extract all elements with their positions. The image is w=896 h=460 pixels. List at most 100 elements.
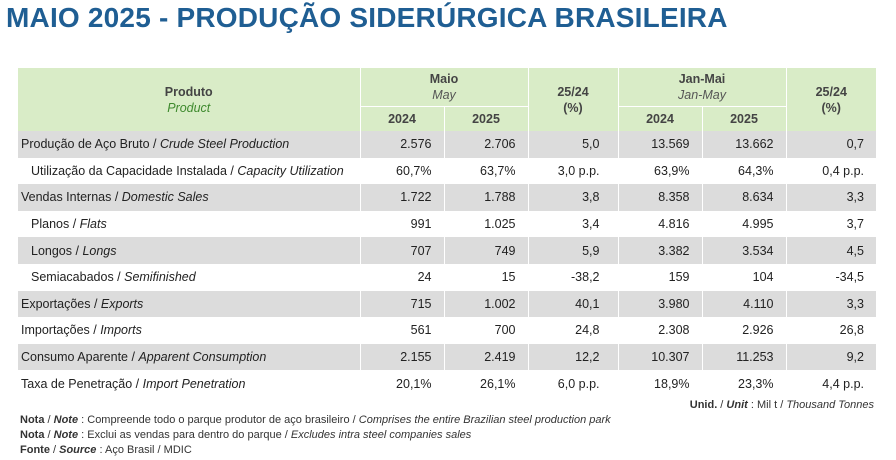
cell-ytd-2024: 159: [617, 263, 702, 291]
footnote-1: Nota / Note : Compreende todo o parque p…: [20, 414, 611, 426]
cell-may-2024: 707: [359, 237, 444, 264]
footnotes: Nota / Note : Compreende todo o parque p…: [20, 413, 611, 458]
cell-var-may: 3,4: [527, 210, 618, 238]
table-row: Semiacabados / Semifinished 24 15 -38,2 …: [18, 263, 876, 291]
cell-may-2025: 2.706: [443, 131, 528, 158]
cell-may-2024: 561: [359, 317, 444, 344]
cell-var-may: 24,8: [527, 317, 618, 344]
cell-may-2024: 2.576: [359, 131, 444, 158]
header-product-pt: Produto: [164, 84, 213, 99]
cell-may-2024: 991: [359, 210, 444, 238]
cell-ytd-2025: 104: [701, 263, 786, 291]
cell-var-may: 3,8: [527, 184, 618, 211]
cell-ytd-2024: 2.308: [617, 317, 702, 344]
cell-ytd-2024: 18,9%: [617, 370, 702, 397]
cell-ytd-2025: 23,3%: [701, 370, 786, 397]
cell-may-2025: 749: [443, 237, 528, 264]
footnote-source: Fonte / Source : Aço Brasil / MDIC: [20, 444, 192, 456]
header-var-may: 25/24 (%): [527, 68, 618, 131]
cell-var-ytd: 3,3: [785, 184, 876, 211]
cell-ytd-2025: 4.110: [701, 290, 786, 318]
header-product: Produto Product: [18, 68, 360, 131]
cell-ytd-2025: 2.926: [701, 317, 786, 344]
header-product-en: Product: [167, 100, 211, 115]
cell-ytd-2024: 4.816: [617, 210, 702, 238]
cell-ytd-2024: 63,9%: [617, 157, 702, 185]
cell-var-ytd: 4,4 p.p.: [785, 370, 876, 397]
row-label: Taxa de Penetração / Import Penetration: [21, 376, 246, 391]
cell-var-ytd: 0,7: [785, 131, 876, 158]
cell-var-may: 40,1: [527, 290, 618, 318]
cell-may-2025: 2.419: [443, 343, 528, 371]
row-label: Utilização da Capacidade Instalada / Cap…: [31, 163, 344, 178]
cell-may-2025: 700: [443, 317, 528, 344]
cell-ytd-2024: 3.980: [617, 290, 702, 318]
unit-note: Unid. / Unit : Mil t / Thousand Tonnes: [689, 399, 874, 411]
cell-ytd-2024: 13.569: [617, 131, 702, 158]
cell-may-2025: 1.788: [443, 184, 528, 211]
cell-may-2025: 63,7%: [443, 157, 528, 185]
row-label: Semiacabados / Semifinished: [31, 270, 196, 285]
row-label: Consumo Aparente / Apparent Consumption: [18, 343, 360, 371]
header-year-2025-ytd: 2025: [701, 106, 786, 131]
cell-may-2025: 26,1%: [443, 370, 528, 397]
cell-may-2024: 2.155: [359, 343, 444, 371]
cell-ytd-2025: 13.662: [701, 131, 786, 158]
row-label: Planos / Flats: [31, 217, 107, 232]
cell-ytd-2024: 10.307: [617, 343, 702, 371]
table-row: Produção de Aço Bruto / Crude Steel Prod…: [18, 131, 876, 158]
table-row: Taxa de Penetração / Import Penetration …: [18, 370, 876, 397]
table-row: Utilização da Capacidade Instalada / Cap…: [18, 157, 876, 185]
header-year-2024-ytd: 2024: [617, 106, 702, 131]
row-label: Importações / Imports: [21, 323, 142, 338]
footnote-2: Nota / Note : Exclui as vendas para dent…: [20, 429, 472, 441]
page-title: MAIO 2025 - PRODUÇÃO SIDERÚRGICA BRASILE…: [6, 2, 728, 33]
cell-ytd-2025: 64,3%: [701, 157, 786, 185]
header-var-may-unit: (%): [563, 100, 583, 115]
row-label: Longos / Longs: [18, 237, 360, 264]
cell-may-2025: 1.025: [443, 210, 528, 238]
cell-may-2024: 24: [359, 263, 444, 291]
cell-var-may: 6,0 p.p.: [527, 370, 618, 397]
cell-var-ytd: 3,3: [785, 290, 876, 318]
header-var-ytd-label: 25/24: [815, 84, 847, 99]
table-row: Exportações / Exports 715 1.002 40,1 3.9…: [18, 290, 876, 318]
cell-var-ytd: -34,5: [785, 263, 876, 291]
row-label: Vendas Internas / Domestic Sales: [18, 184, 360, 211]
cell-may-2024: 715: [359, 290, 444, 318]
table-row: Planos / Flats 991 1.025 3,4 4.816 4.995…: [18, 210, 876, 238]
header-year-2025-may: 2025: [443, 106, 528, 131]
header-var-may-label: 25/24: [557, 84, 589, 99]
header-may-en: May: [432, 88, 456, 102]
cell-var-may: -38,2: [527, 263, 618, 291]
table-row: Longos / Longs 707 749 5,9 3.382 3.534 4…: [18, 237, 876, 264]
cell-var-ytd: 3,7: [785, 210, 876, 238]
row-label: Exportações / Exports: [18, 290, 360, 318]
cell-var-ytd: 4,5: [785, 237, 876, 264]
steel-production-table: Produto Product Maio May 25/24 (%) Jan-M…: [18, 68, 876, 397]
row-label: Produção de Aço Bruto / Crude Steel Prod…: [18, 131, 360, 158]
cell-ytd-2025: 11.253: [701, 343, 786, 371]
cell-ytd-2025: 8.634: [701, 184, 786, 211]
header-may: Maio May: [359, 68, 528, 107]
header-jan-may: Jan-Mai Jan-May: [617, 68, 786, 107]
header-jan-may-pt: Jan-Mai: [678, 72, 726, 86]
cell-var-ytd: 9,2: [785, 343, 876, 371]
cell-ytd-2025: 4.995: [701, 210, 786, 238]
cell-ytd-2024: 3.382: [617, 237, 702, 264]
table-row: Importações / Imports 561 700 24,8 2.308…: [18, 317, 876, 344]
cell-var-ytd: 26,8: [785, 317, 876, 344]
cell-var-may: 5,9: [527, 237, 618, 264]
header-var-ytd: 25/24 (%): [785, 68, 876, 131]
cell-ytd-2024: 8.358: [617, 184, 702, 211]
cell-ytd-2025: 3.534: [701, 237, 786, 264]
cell-may-2024: 60,7%: [359, 157, 444, 185]
cell-var-may: 3,0 p.p.: [527, 157, 618, 185]
header-jan-may-en: Jan-May: [678, 88, 726, 102]
cell-may-2025: 15: [443, 263, 528, 291]
cell-var-may: 12,2: [527, 343, 618, 371]
header-var-ytd-unit: (%): [821, 100, 841, 115]
header-may-pt: Maio: [429, 72, 459, 86]
cell-may-2024: 20,1%: [359, 370, 444, 397]
cell-var-may: 5,0: [527, 131, 618, 158]
